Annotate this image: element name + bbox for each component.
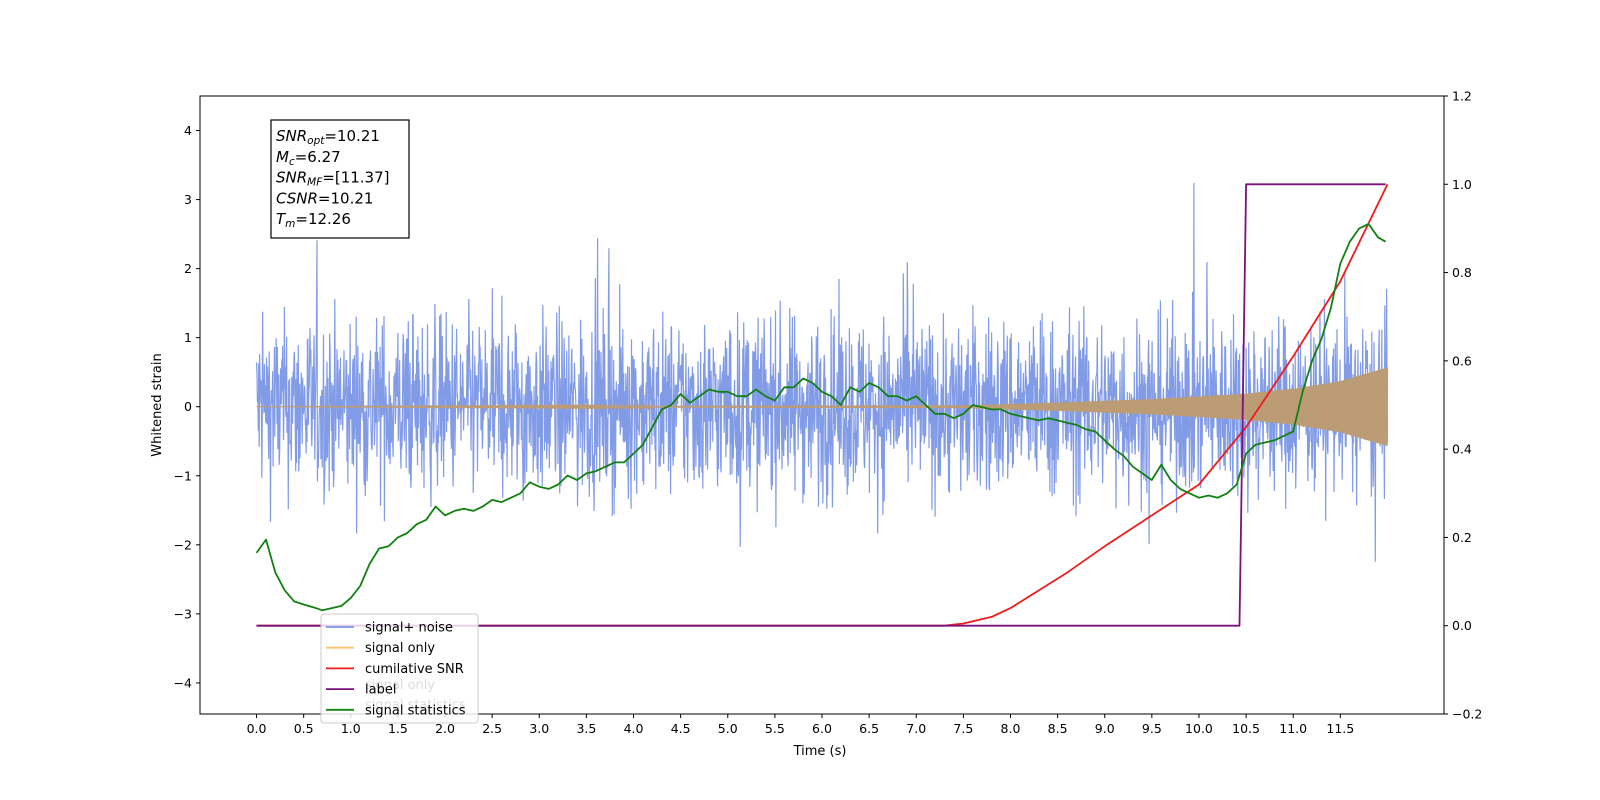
legend-label: label (365, 683, 396, 698)
annotation-line: CSNR=10.21 (276, 189, 373, 207)
x-axis-label: Time (s) (793, 744, 847, 759)
x-tick-label: 6.5 (859, 721, 879, 736)
x-tick-label: 9.5 (1142, 721, 1162, 736)
x-tick-label: 4.5 (671, 721, 691, 736)
series-cumilative-snr (256, 183, 1389, 627)
x-tick-label: 2.0 (435, 721, 455, 736)
y-axis-left: −4 −3 −2 −1 0 1 2 3 4 (174, 123, 200, 690)
x-tick-label: 4.0 (624, 721, 644, 736)
x-tick-label: 5.0 (718, 721, 738, 736)
legend-items: signal only signal statistics signal+ nois… (326, 621, 466, 718)
x-tick-label: 10.0 (1185, 721, 1213, 736)
legend-label: signal only (365, 641, 435, 656)
x-tick-label: 0.0 (247, 721, 267, 736)
label-line (256, 183, 1386, 627)
legend-label: signal statistics (365, 703, 466, 718)
y-axis-right: −0.2 0.0 0.2 0.4 0.6 0.8 1.0 1.2 (1444, 89, 1482, 722)
x-tick-label: 6.0 (812, 721, 832, 736)
annotation-box: SNRopt=10.21Mc=6.27SNRMF=[11.37]CSNR=10.… (270, 119, 410, 239)
x-tick-label: 3.5 (576, 721, 596, 736)
series-label (256, 183, 1386, 627)
annotation-lines: SNRopt=10.21Mc=6.27SNRMF=[11.37]CSNR=10.… (276, 127, 390, 230)
y-tick-label: −2 (174, 537, 192, 552)
y-tick-label: 2 (184, 261, 192, 276)
annotation-line: SNRopt=10.21 (276, 127, 380, 147)
legend-ghost-text: signal statistics (365, 698, 466, 713)
cumilative-snr-line (256, 183, 1389, 627)
annotation-frame (270, 119, 410, 239)
legend-frame (320, 613, 479, 724)
y2-tick-label: 0.0 (1452, 618, 1472, 633)
y2-tick-label: 1.0 (1452, 177, 1472, 192)
annotation-line: Mc=6.27 (276, 148, 341, 168)
x-tick-label: 8.0 (1001, 721, 1021, 736)
y2-tick-label: −0.2 (1452, 707, 1482, 722)
y-tick-label: 1 (184, 330, 192, 345)
x-tick-label: 1.5 (388, 721, 408, 736)
y2-tick-label: 1.2 (1452, 89, 1472, 104)
x-tick-label: 9.0 (1095, 721, 1115, 736)
series-signal-noise (255, 182, 1389, 562)
y-tick-label: −3 (174, 606, 192, 621)
legend: signal only signal statistics signal+ nois… (320, 613, 479, 724)
plot-area (255, 182, 1389, 627)
y-axis-label: Whitened strain (150, 353, 165, 456)
x-tick-label: 3.0 (529, 721, 549, 736)
y-tick-label: −4 (174, 675, 192, 690)
y-tick-label: 4 (184, 123, 192, 138)
x-tick-label: 0.5 (294, 721, 314, 736)
x-tick-label: 11.5 (1326, 721, 1354, 736)
x-tick-label: 10.5 (1232, 721, 1260, 736)
y-tick-label: 3 (184, 192, 192, 207)
signal-statistics-line (255, 223, 1387, 612)
x-tick-label: 8.5 (1048, 721, 1068, 736)
legend-label: cumilative SNR (365, 662, 464, 677)
annotation-line: SNRMF=[11.37] (276, 169, 390, 189)
annotation-line: Tm=12.26 (276, 210, 351, 230)
y2-tick-label: 0.6 (1452, 353, 1472, 368)
x-tick-label: 2.5 (482, 721, 502, 736)
signal-only-line (256, 367, 1389, 447)
x-tick-label: 5.5 (765, 721, 785, 736)
legend-label: signal+ noise (365, 621, 453, 636)
series-signal-statistics (255, 223, 1387, 612)
x-tick-label: 7.5 (953, 721, 973, 736)
series-signal-only (256, 367, 1389, 447)
x-axis: 0.0 0.5 1.0 1.5 2.0 2.5 3.0 3.5 4.0 4.5 5.0 5.5 6.0 6… (247, 714, 1354, 736)
x-tick-label: 7.0 (906, 721, 926, 736)
legend-ghost-text: signal only (365, 678, 435, 693)
y2-tick-label: 0.8 (1452, 265, 1472, 280)
x-tick-label: 11.0 (1279, 721, 1307, 736)
signal-noise-line (255, 182, 1389, 562)
y-tick-label: −1 (174, 468, 192, 483)
y2-tick-label: 0.4 (1452, 442, 1472, 457)
y2-tick-label: 0.2 (1452, 530, 1472, 545)
x-tick-label: 1.0 (341, 721, 361, 736)
y-tick-label: 0 (184, 399, 192, 414)
